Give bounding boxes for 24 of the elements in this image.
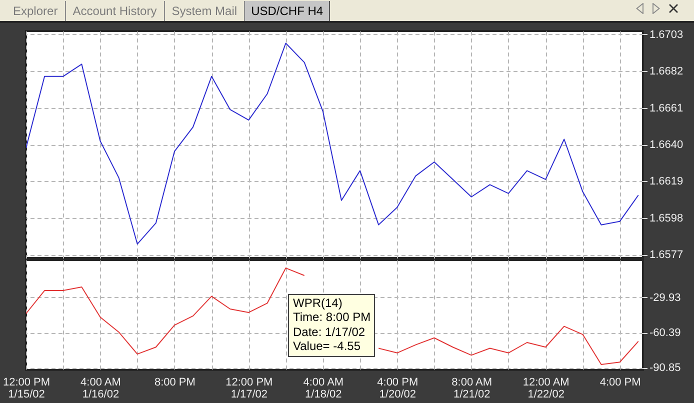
- y-tick-label: 1.6577: [650, 249, 684, 262]
- y-tick-label: 1.6682: [650, 66, 684, 78]
- x-tick-label: 4:00 AM 1/16/02: [80, 376, 121, 400]
- x-tick-label: 4:00 PM 1/20/02: [377, 376, 418, 400]
- y-tick-label: -29.93: [650, 292, 681, 304]
- x-tick-label: 12:00 PM 1/15/02: [2, 376, 50, 400]
- x-tick-label: 8:00 AM 1/21/02: [452, 376, 492, 400]
- y-tick-label: 1.6640: [650, 139, 684, 151]
- y-tick-label: 1.6703: [650, 28, 684, 41]
- y-tick-label: -90.85: [650, 362, 681, 374]
- tab: Explorer: [6, 1, 66, 21]
- x-tick-label: 8:00 PM: [154, 376, 196, 388]
- y-tick-label: 1.6598: [650, 212, 684, 224]
- tooltip: WPR(14) Time: 8:00 PM Date: 1/17/02 Value= -4.55: [288, 294, 375, 357]
- x-tick-label: 4:00 AM 1/18/02: [303, 376, 344, 400]
- y-tick-label: 1.6619: [650, 176, 684, 188]
- y-tick-label: 1.6661: [650, 102, 684, 114]
- y-tick-label: -60.39: [650, 327, 681, 340]
- tab: USD/CHF H4: [245, 1, 330, 21]
- x-tick-label: 12:00 AM 1/22/02: [522, 376, 570, 400]
- x-tick-label: 4:00 PM: [600, 376, 641, 388]
- x-tick-label: 12:00 PM 1/17/02: [226, 376, 273, 400]
- line-series: [26, 42, 639, 245]
- tab: Account History: [66, 1, 165, 21]
